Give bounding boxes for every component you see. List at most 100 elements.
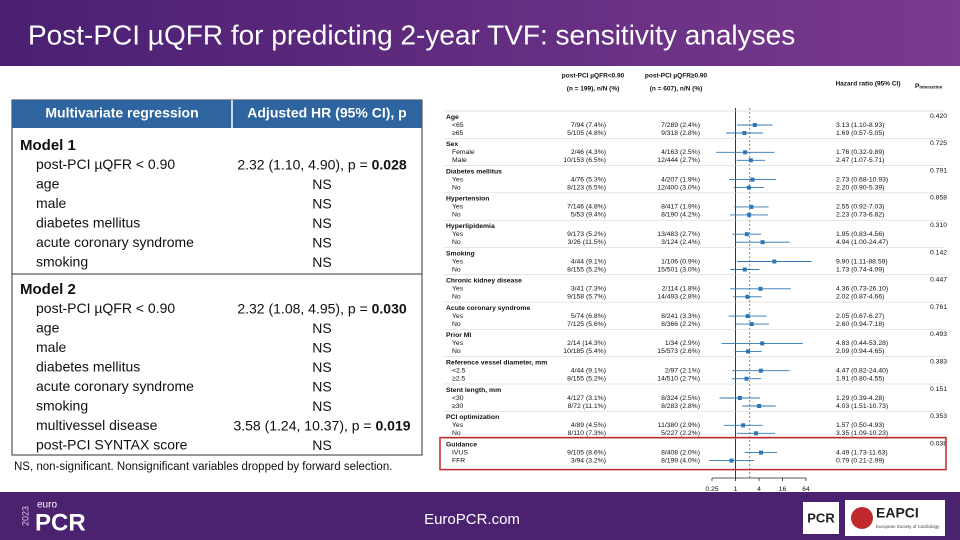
events-low: 8/155 (5.2%) [567,266,606,273]
row-label: multivessel disease [36,417,158,433]
events-high: 2/114 (1.8%) [662,286,700,293]
result-text: 2.32 (1.10, 4.90), p = [237,156,371,172]
subgroup-label: No [452,321,461,328]
hr-point [743,150,748,155]
result-text: NS [312,215,331,231]
result-text: NS [312,320,331,336]
row-result: 2.32 (1.10, 4.90), p = 0.028 [237,156,407,172]
result-text: NS [312,195,331,211]
subgroup-label: Yes [452,422,464,429]
events-high: 13/483 (2.7%) [657,231,700,238]
p-value: 0.019 [376,417,411,433]
hr-point [742,131,747,135]
p-interaction: 0.383 [930,358,947,365]
subgroup-label: Male [452,157,467,164]
events-high: 8/241 (3.3%) [661,313,700,320]
row-label: smoking [36,398,88,414]
subgroup-label: No [452,212,461,219]
p-interaction: 0.038 [930,440,947,447]
events-high: 9/318 (2.8%) [661,130,700,137]
logo-esc-mark [851,507,873,529]
p-value: 0.028 [372,156,407,172]
x-tick-label: 16 [779,486,787,493]
hr-label: 1.95 (0.83-4.56) [836,231,884,238]
events-high: 15/501 (3.0%) [657,266,700,273]
group-label: Guidance [446,441,477,448]
hr-point [747,212,752,217]
p-interaction: 0.310 [930,222,947,229]
footer-euro: euro [37,500,57,511]
hr-point [757,404,762,408]
events-high: 8/324 (2.5%) [661,395,700,402]
subgroup-label: Yes [452,340,464,347]
events-low: 3/94 (3.2%) [571,457,606,464]
hr-point [758,368,763,373]
row-result: NS [312,215,331,231]
row-result: NS [312,195,331,211]
events-high: 8/283 (2.8%) [661,403,700,410]
subgroup-label: Yes [452,286,464,293]
footnote: NS, non-significant. Nonsignificant vari… [14,461,392,473]
group-label: Acute coronary syndrome [446,305,530,312]
subgroup-label: <65 [452,122,464,129]
column-header: post-PCI µQFR≥0.90 [645,73,708,80]
hr-point [742,267,747,272]
column-header: Pinteraction [915,83,943,90]
hr-label: 1.29 (0.39-4.28) [836,395,884,402]
events-low: 2/46 (4.3%) [571,149,606,156]
subgroup-label: IVUS [452,449,468,456]
p-interaction: 0.420 [930,113,947,120]
hr-point [737,396,742,400]
p-interaction: 0.142 [930,249,947,256]
events-low: 5/53 (9.4%) [571,212,606,219]
result-text: 2.32 (1.08, 4.95), p = [237,300,371,316]
row-label: smoking [36,254,88,270]
events-high: 2/97 (2.1%) [665,367,700,374]
hr-label: 1.76 (0.32-9.89) [836,149,884,156]
group-label: Sex [446,141,458,148]
row-label: age [36,320,60,336]
events-low: 5/105 (4.8%) [567,130,606,137]
result-text: NS [312,234,331,250]
events-high: 12/400 (3.0%) [657,184,700,191]
row-result: NS [312,398,331,414]
p-value: 0.030 [372,300,407,316]
hr-label: 3.13 (1.10-8.93) [836,122,884,129]
p-interaction: 0.447 [930,277,947,284]
row-label: male [36,339,67,355]
row-result: NS [312,359,331,375]
row-label: post-PCI µQFR < 0.90 [36,156,175,172]
hr-label: 4.94 (1.00-24.47) [836,239,888,246]
row-result: NS [312,254,331,270]
row-label: post-PCI SYNTAX score [36,437,188,453]
events-high: 4/207 (1.9%) [661,176,700,183]
column-header: (n = 607), n/N (%) [650,86,703,93]
events-high: 8/417 (1.9%) [661,204,700,211]
hr-label: 9.90 (1.11-88.59) [836,258,888,265]
result-text: NS [312,398,331,414]
subgroup-label: No [452,239,461,246]
hr-label: 2.23 (0.73-6.82) [836,212,884,219]
events-low: 8/123 (6.5%) [567,184,606,191]
hr-point [758,286,763,291]
model-title: Model 2 [20,281,76,298]
footer-brand: PCR [35,509,86,536]
hr-label: 1.69 (0.57-5.05) [836,130,884,137]
group-label: Diabetes mellitus [446,168,502,175]
result-text: NS [312,254,331,270]
events-high: 7/289 (2.4%) [661,122,700,129]
subgroup-label: ≥30 [452,403,464,410]
hr-label: 2.73 (0.68-10.93) [836,176,888,183]
p-interaction: 0.761 [930,304,947,311]
p-interaction: 0.858 [930,195,947,202]
subgroup-label: ≥65 [452,130,464,137]
hr-point [745,314,750,319]
events-high: 1/34 (2.9%) [665,340,700,347]
footer-url: EuroPCR.com [424,511,520,528]
hr-label: 2.02 (0.87-4.66) [836,294,884,301]
group-label: Hypertension [446,196,489,203]
table-header [12,100,422,128]
subgroup-label: <30 [452,395,464,402]
row-result: NS [312,437,331,453]
column-header: Adjusted HR (95% CI), p [247,105,406,121]
